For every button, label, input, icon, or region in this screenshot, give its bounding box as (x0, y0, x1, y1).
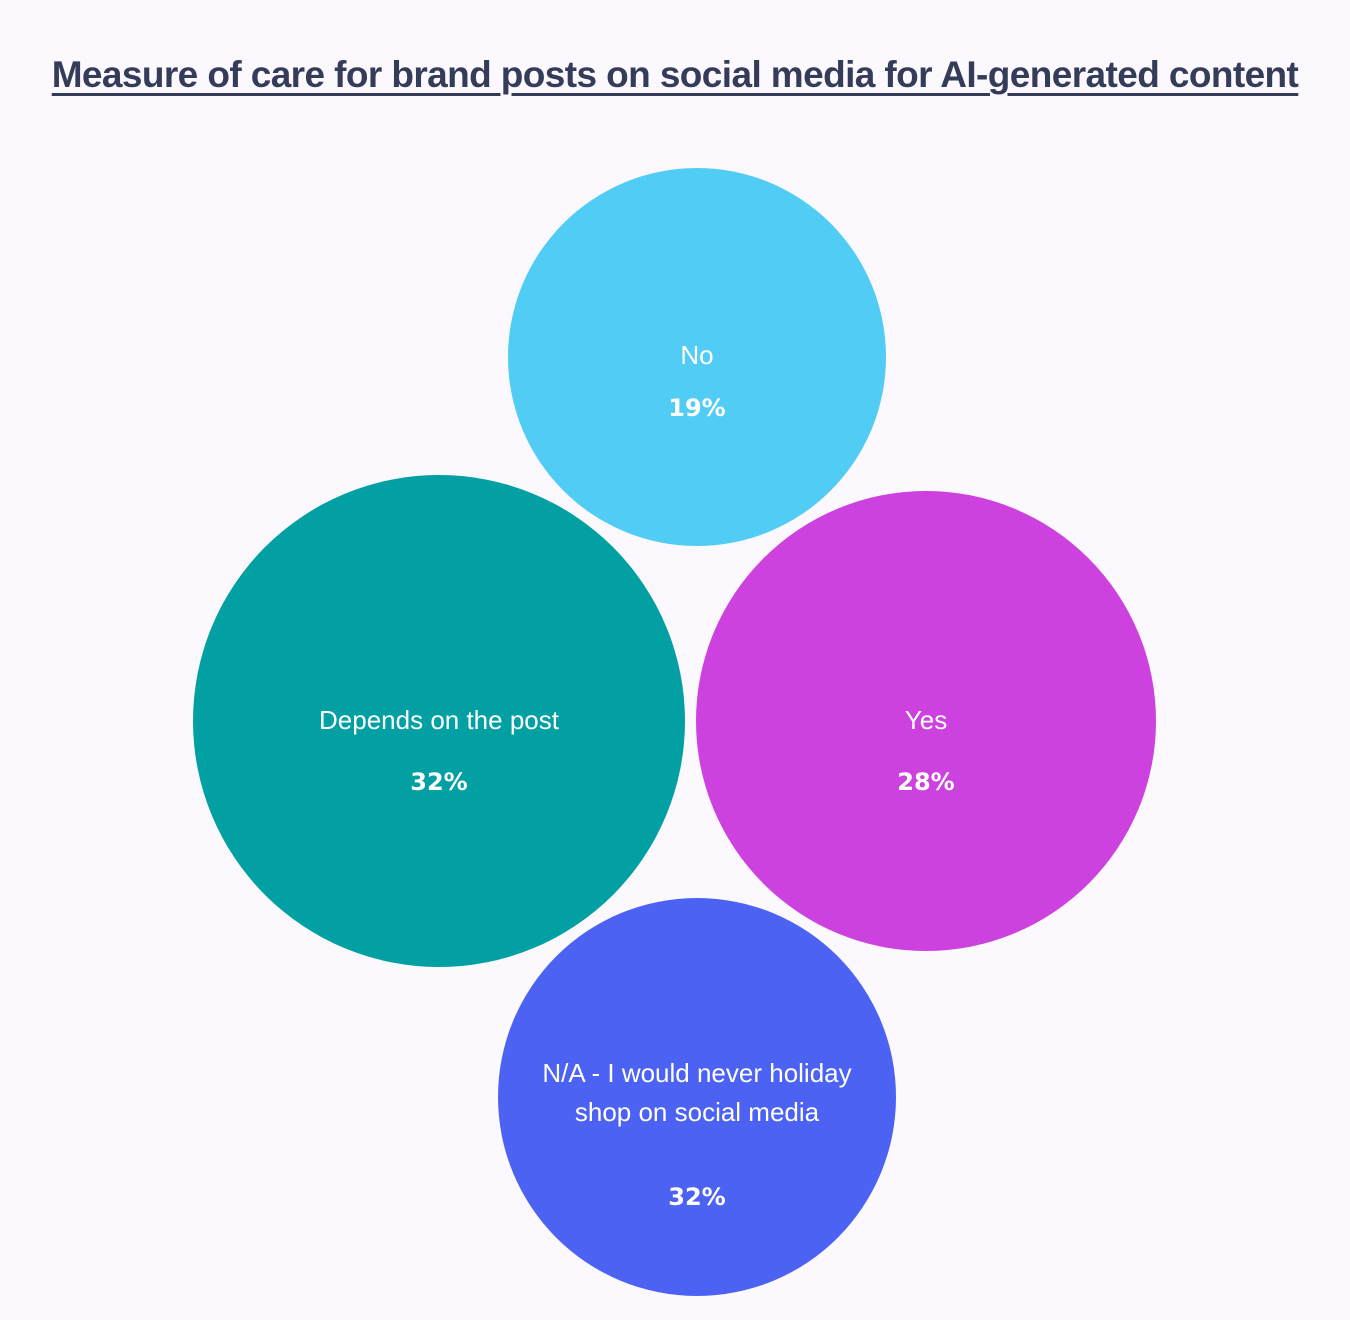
bubble-value-yes: 28% (897, 768, 954, 796)
bubble-label-depends-on-the-post: Depends on the post (319, 705, 560, 735)
bubble-value-n-a-i-would-never-holiday-shop-on-social-media: 32% (668, 1183, 725, 1211)
bubbles-group: No 19% Depends on the post 32% Yes 28% N/A - I… (193, 168, 1156, 1296)
bubble-n-a-i-would-never-holiday-shop-on-social-media (498, 898, 896, 1296)
bubble-label-yes: Yes (905, 705, 947, 735)
bubble-depends-on-the-post (193, 475, 685, 967)
bubble-label-n-a-i-would-never-holiday-shop-on-social-media: N/A - I would never holiday shop on socia… (542, 1058, 851, 1127)
bubble-no (508, 168, 886, 546)
bubble-value-depends-on-the-post: 32% (410, 768, 467, 796)
chart-title: Measure of care for brand posts on socia… (51, 54, 1299, 95)
bubble-value-no: 19% (668, 394, 725, 422)
bubble-yes (696, 491, 1156, 951)
bubble-label-no: No (680, 340, 713, 370)
